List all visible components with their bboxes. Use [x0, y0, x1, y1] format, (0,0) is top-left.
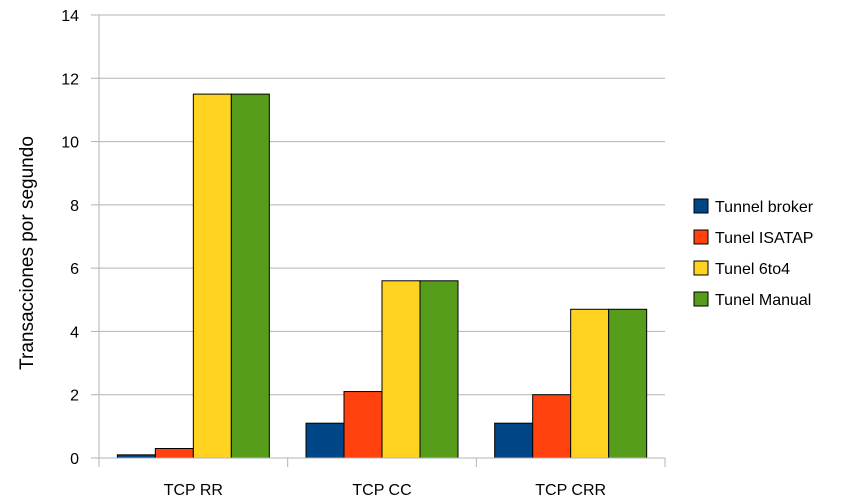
y-tick-label: 4	[70, 324, 79, 341]
bars	[116, 93, 648, 459]
x-category-label: TCP CRR	[535, 482, 606, 499]
bar	[305, 422, 345, 459]
x-category-labels: TCP RR TCP CC TCP CRR	[164, 482, 606, 499]
bar	[608, 308, 648, 459]
bar	[419, 280, 459, 459]
bar	[494, 422, 534, 459]
bar	[154, 448, 194, 459]
bar	[570, 308, 610, 459]
legend: Tunnel broker Tunel ISATAP Tunel 6to4 Tunel…	[693, 198, 814, 309]
bar	[532, 394, 572, 459]
x-category-label: TCP RR	[164, 482, 223, 499]
legend-label: Tunel ISATAP	[715, 230, 813, 247]
y-axis-label: Transacciones por segundo	[17, 136, 38, 370]
y-tick-label: 2	[70, 388, 79, 405]
x-category-label: TCP CC	[352, 482, 411, 499]
bar	[230, 93, 270, 459]
y-tick-labels: 0 2 4 6 8 10 12 14	[61, 8, 99, 468]
y-tick-label: 8	[70, 198, 79, 215]
y-tick-label: 0	[70, 451, 79, 468]
bar	[381, 280, 421, 459]
y-tick-label: 12	[61, 71, 79, 88]
bar	[343, 391, 383, 459]
legend-label: Tunnel broker	[715, 199, 814, 216]
legend-swatch	[693, 260, 709, 276]
legend-swatch	[693, 229, 709, 245]
y-tick-label: 10	[61, 135, 79, 152]
y-tick-label: 14	[61, 8, 79, 25]
legend-swatch	[693, 291, 709, 307]
bar	[192, 93, 232, 459]
legend-swatch	[693, 198, 709, 214]
axes	[98, 15, 666, 467]
y-tick-label: 6	[70, 261, 79, 278]
legend-label: Tunel 6to4	[715, 261, 790, 278]
legend-label: Tunel Manual	[715, 292, 811, 309]
